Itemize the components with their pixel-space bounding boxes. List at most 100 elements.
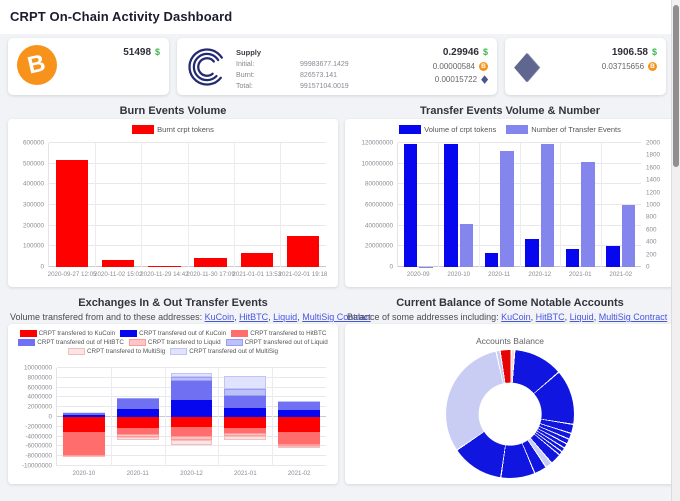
legend-item[interactable]: CRPT transfered to MultiSig: [67, 348, 165, 355]
bar-segment[interactable]: [170, 399, 213, 417]
y-axis-tick-label: 20000000: [364, 242, 393, 250]
address-link-multisig-contract[interactable]: MultiSig Contract: [302, 312, 371, 322]
x-axis-tick-label: 2020-11-30 17:09: [186, 271, 235, 278]
legend-item[interactable]: CRPT transfered to KuCoin: [19, 330, 115, 337]
bar-segment[interactable]: [116, 398, 159, 409]
bar-segment[interactable]: [278, 444, 321, 447]
bar[interactable]: [525, 238, 539, 267]
bar[interactable]: [581, 161, 595, 267]
address-link-hitbtc[interactable]: HitBTC: [239, 312, 269, 322]
accounts-balance-donut[interactable]: [446, 350, 574, 478]
chart-card: CRPT transfered to KuCoin CRPT transfered…: [8, 324, 338, 484]
gridline: [57, 465, 326, 466]
bar[interactable]: [565, 248, 580, 267]
legend-item[interactable]: Volume of crpt tokens: [399, 125, 496, 134]
bar[interactable]: [194, 257, 227, 267]
right-axis-tick-label: 600: [646, 226, 657, 234]
bar-segment[interactable]: [224, 376, 267, 390]
bar-segment[interactable]: [62, 455, 105, 457]
bar-segment[interactable]: [62, 456, 105, 458]
bar[interactable]: [286, 236, 320, 267]
bar-segment[interactable]: [224, 407, 267, 417]
x-axis-tick-label: 2020-11-29 14:42: [140, 271, 189, 278]
bar-segment[interactable]: [170, 440, 213, 446]
bar[interactable]: [240, 252, 273, 267]
legend-item[interactable]: CRPT transfered out of MultiSig: [170, 348, 278, 355]
legend-item[interactable]: CRPT transfered out of KuCoin: [120, 330, 226, 337]
bar[interactable]: [403, 143, 418, 267]
bar-segment[interactable]: [224, 395, 267, 408]
bar[interactable]: [484, 253, 499, 267]
bar[interactable]: [500, 151, 514, 267]
supply-burnt-row: Burnt: 826573.141: [236, 70, 349, 81]
bar-segment[interactable]: [170, 381, 213, 400]
bar[interactable]: [102, 260, 135, 267]
bar[interactable]: [459, 223, 474, 267]
bar-segment[interactable]: [278, 432, 321, 445]
bar-segment[interactable]: [116, 417, 159, 429]
legend-label: CRPT transfered to Liquid: [147, 339, 221, 346]
right-axis-tick-label: 1600: [646, 164, 661, 172]
legend-item[interactable]: CRPT transfered to HitBTC: [231, 330, 326, 337]
y-axis-tick-label: -6000000: [25, 442, 52, 450]
bar-segment[interactable]: [278, 417, 321, 433]
vertical-scrollbar[interactable]: [671, 0, 680, 501]
gridline: [141, 143, 143, 267]
address-link-kucoin[interactable]: KuCoin: [204, 312, 235, 322]
usd-icon: $: [155, 46, 161, 57]
legend-item[interactable]: Burnt crpt tokens: [132, 125, 214, 134]
y-axis-tick-label: 120000000: [361, 139, 393, 147]
bar[interactable]: [540, 143, 555, 267]
x-axis-tick-label: 2020-09: [406, 271, 430, 278]
legend-item[interactable]: CRPT transfered out of Liquid: [225, 339, 328, 346]
right-axis-tick-label: 400: [646, 238, 657, 246]
address-link-kucoin[interactable]: KuCoin: [501, 312, 531, 322]
chart-card: Burnt crpt tokens 0 100000 200000 300000 4000…: [8, 119, 338, 287]
address-link-liquid[interactable]: Liquid: [569, 312, 594, 322]
bar[interactable]: [606, 245, 620, 267]
bar-segment[interactable]: [170, 417, 213, 427]
supply-total-label: Total:: [236, 83, 253, 91]
y-axis-tick-label: 10000000: [23, 364, 52, 372]
right-axis-tick-label: 200: [646, 251, 657, 259]
accounts-balance-plot: Accounts Balance: [345, 324, 675, 484]
bar-segment[interactable]: [116, 428, 159, 435]
bar-segment[interactable]: [62, 431, 105, 456]
bar-segment[interactable]: [62, 414, 105, 417]
right-axis-tick-label: 2000: [646, 139, 661, 147]
x-axis-tick-label: 2021-01: [568, 271, 592, 278]
bar-segment[interactable]: [170, 426, 213, 437]
bar-segment[interactable]: [224, 427, 267, 433]
bar[interactable]: [55, 159, 89, 267]
bar[interactable]: [621, 204, 636, 267]
charts-grid: Burn Events Volume Burnt crpt tokens 0 100…: [0, 97, 680, 484]
legend-item[interactable]: CRPT transfered to Liquid: [128, 339, 221, 346]
bar-segment[interactable]: [116, 436, 159, 440]
bar-segment[interactable]: [170, 376, 213, 382]
bar-segment[interactable]: [278, 410, 321, 417]
bar-segment[interactable]: [170, 436, 213, 441]
bar-segment[interactable]: [224, 432, 267, 436]
bar-segment[interactable]: [224, 389, 267, 396]
legend-item[interactable]: Number of Transfer Events: [506, 125, 621, 134]
scrollbar-thumb[interactable]: [673, 5, 679, 167]
address-link-multisig-contract[interactable]: MultiSig Contract: [598, 312, 668, 322]
bar-segment[interactable]: [224, 417, 267, 428]
bar-segment[interactable]: [62, 412, 105, 415]
bar-segment[interactable]: [116, 434, 159, 437]
bar[interactable]: [148, 266, 181, 267]
bar-segment[interactable]: [278, 446, 321, 449]
legend-swatch: [170, 348, 188, 355]
bar-segment[interactable]: [116, 408, 159, 417]
address-link-liquid[interactable]: Liquid: [273, 312, 298, 322]
address-link-hitbtc[interactable]: HitBTC: [535, 312, 565, 322]
bar[interactable]: [444, 143, 458, 267]
btc-coin-icon: B: [648, 62, 658, 72]
y-axis-tick-label: 100000000: [361, 160, 393, 168]
bar-segment[interactable]: [278, 401, 321, 411]
legend-item[interactable]: CRPT transfered out of HitBTC: [18, 339, 124, 346]
bar-segment[interactable]: [62, 417, 105, 432]
chart-subtitle: Balance of some addresses including: KuC…: [347, 312, 668, 322]
bar-segment[interactable]: [224, 435, 267, 441]
bar-segment[interactable]: [170, 373, 213, 377]
